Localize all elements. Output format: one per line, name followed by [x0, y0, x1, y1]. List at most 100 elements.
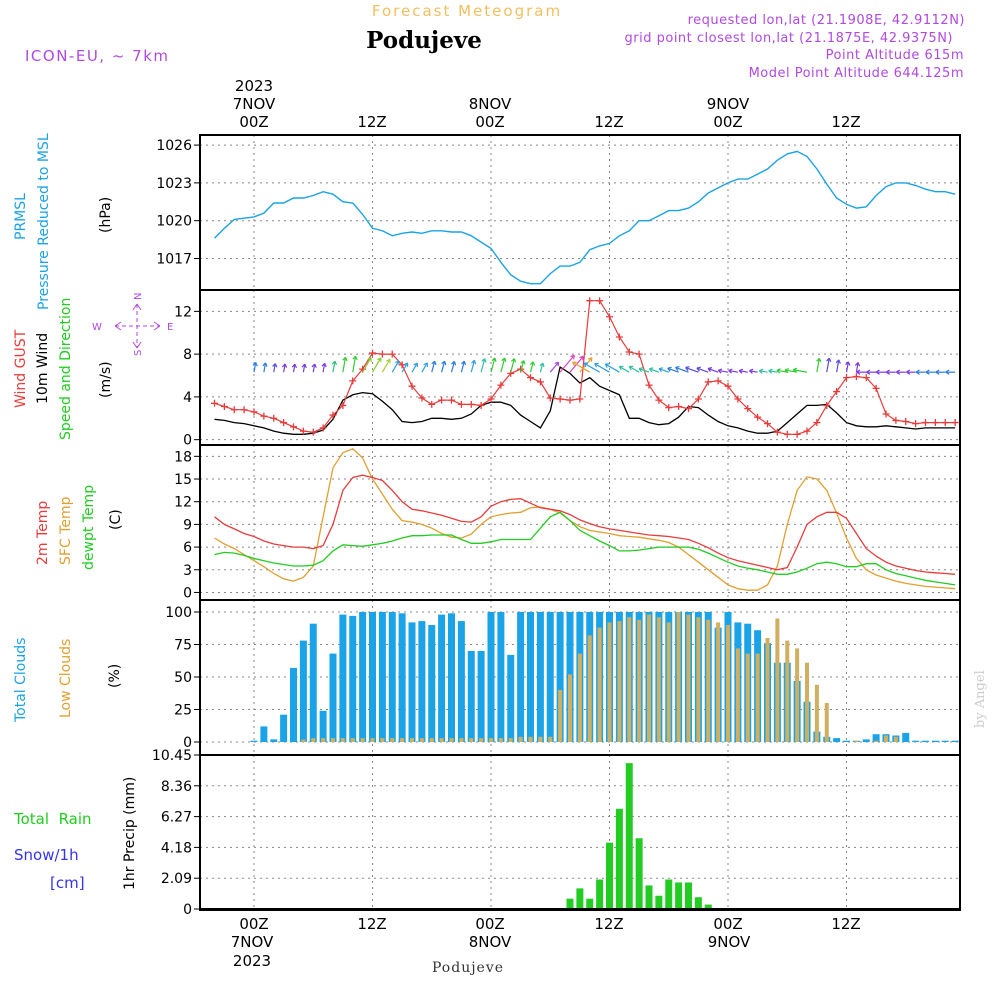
wind-arrow-head	[776, 368, 781, 374]
gust-marker	[290, 423, 297, 431]
wind-direction-arrow	[559, 354, 575, 373]
gust-marker	[931, 419, 939, 427]
y-tick-label: 0	[183, 902, 192, 918]
wind-arrow-head	[451, 360, 457, 366]
top-tick-2: 12Z	[357, 113, 386, 131]
wind-direction-arrow	[283, 363, 286, 373]
wind-direction-arrow	[490, 357, 496, 373]
total-cloud-bar	[931, 740, 939, 742]
total-cloud-bar	[408, 622, 416, 742]
pressure-msl-label: Pressure Reduced to MSL	[36, 133, 52, 310]
wind-direction-arrow	[411, 362, 418, 373]
total-cloud-bar	[329, 653, 337, 742]
wind-direction-arrow	[441, 361, 446, 373]
wind-arrow-head	[471, 359, 477, 365]
total-cloud-bar	[448, 613, 455, 742]
wind-arrow-head	[252, 362, 258, 367]
y-tick-label: 100	[165, 605, 192, 621]
low-cloud-bar	[469, 738, 474, 742]
compass-w: W	[92, 322, 102, 333]
total-cloud-bar	[309, 623, 317, 742]
total-cloud-bar	[378, 612, 386, 742]
wind-arrow-head	[441, 360, 447, 366]
compass-n: N	[133, 293, 144, 300]
total-cloud-bar	[467, 651, 475, 742]
wind-direction-arrow	[776, 369, 788, 373]
gust-marker	[833, 388, 841, 396]
gust-marker	[773, 428, 781, 436]
compass-rose: N S W E	[92, 293, 173, 356]
gust-marker	[477, 401, 485, 409]
low-cloud-bar	[400, 738, 405, 742]
wind-arrow-head	[281, 363, 288, 368]
wind-arrow-head	[896, 369, 901, 375]
wind-arrow-head	[403, 362, 409, 367]
gust-marker	[606, 313, 613, 321]
low-cloud-bar	[528, 736, 533, 742]
wind-arrow-head	[594, 362, 599, 368]
y-tick-label: 1023	[156, 176, 192, 192]
top-tick-1: 00Z	[239, 113, 268, 131]
total-cloud-bar	[428, 625, 436, 742]
wind-arrow-head	[342, 356, 348, 362]
bottom-tick-5: 00Z	[713, 915, 742, 933]
wind-arrow-head	[717, 368, 723, 374]
wind-arrow-head	[520, 360, 526, 365]
bottom-tick-2: 12Z	[357, 915, 386, 933]
low-cloud-bar	[666, 622, 671, 742]
wind-arrow-head	[376, 357, 382, 362]
gust-marker	[951, 419, 959, 427]
y-tick-label: 0	[183, 585, 192, 601]
y-tick-label: 1026	[156, 138, 192, 154]
total-cloud-bar	[418, 621, 426, 742]
temp-labels: 2m Temp SFC Temp dewpt Temp (C)	[35, 485, 124, 570]
wind-arrow-head	[529, 361, 536, 366]
y-tick-label: 8.36	[161, 779, 192, 795]
low-cloud-bar	[429, 738, 434, 742]
total-cloud-bar	[369, 612, 376, 742]
wind-direction-arrow	[431, 361, 436, 373]
gust-marker	[793, 430, 801, 438]
bottom-date-8nov: 8NOV	[469, 933, 512, 951]
pressure-labels: PRMSL Pressure Reduced to MSL (hPa)	[13, 133, 114, 310]
compass-e: E	[167, 322, 173, 333]
rain-bar	[655, 895, 663, 909]
wind-arrow-head	[301, 363, 307, 369]
gust-marker	[487, 395, 495, 403]
wind-arrow-head	[667, 366, 672, 372]
wind-direction-arrow	[362, 357, 372, 373]
gust-marker	[230, 406, 238, 414]
gust-marker	[369, 349, 376, 357]
wind-arrow-head	[845, 361, 851, 366]
top-tick-5: 00Z	[713, 113, 742, 131]
wind-arrow-head	[935, 369, 940, 375]
wind-direction-arrow	[619, 365, 630, 373]
total-cloud-bar	[507, 654, 515, 742]
gust-marker	[349, 377, 357, 385]
low-cloud-bar	[577, 653, 582, 742]
station-title: Podujeve	[366, 27, 482, 54]
rain-bar	[645, 885, 653, 909]
celsius-label: (C)	[108, 509, 124, 530]
low-cloud-bar	[548, 736, 553, 742]
low-cloud-bar	[686, 614, 691, 742]
wind-direction-arrow	[529, 361, 534, 373]
gust-marker	[625, 348, 633, 356]
ms-label: (m/s)	[98, 361, 114, 398]
wind-arrow-head	[628, 365, 634, 371]
wind-arrow-head	[826, 357, 832, 363]
wind-arrow-head	[431, 360, 437, 366]
rain-bar	[675, 882, 683, 909]
wind-direction-arrow	[605, 363, 620, 373]
total-cloud-bar	[457, 621, 465, 742]
wind-arrow-head	[539, 362, 545, 368]
wind-arrow-head	[583, 362, 589, 367]
y-tick-label: 1020	[156, 214, 192, 230]
wind-arrow-head	[579, 355, 584, 361]
total-cloud-bar	[922, 740, 929, 742]
cloud-labels: Total Clouds Low Clouds (%)	[13, 638, 123, 723]
gust-marker	[665, 404, 673, 412]
gust-marker	[497, 381, 505, 389]
y-tick-label: 3	[183, 563, 192, 579]
